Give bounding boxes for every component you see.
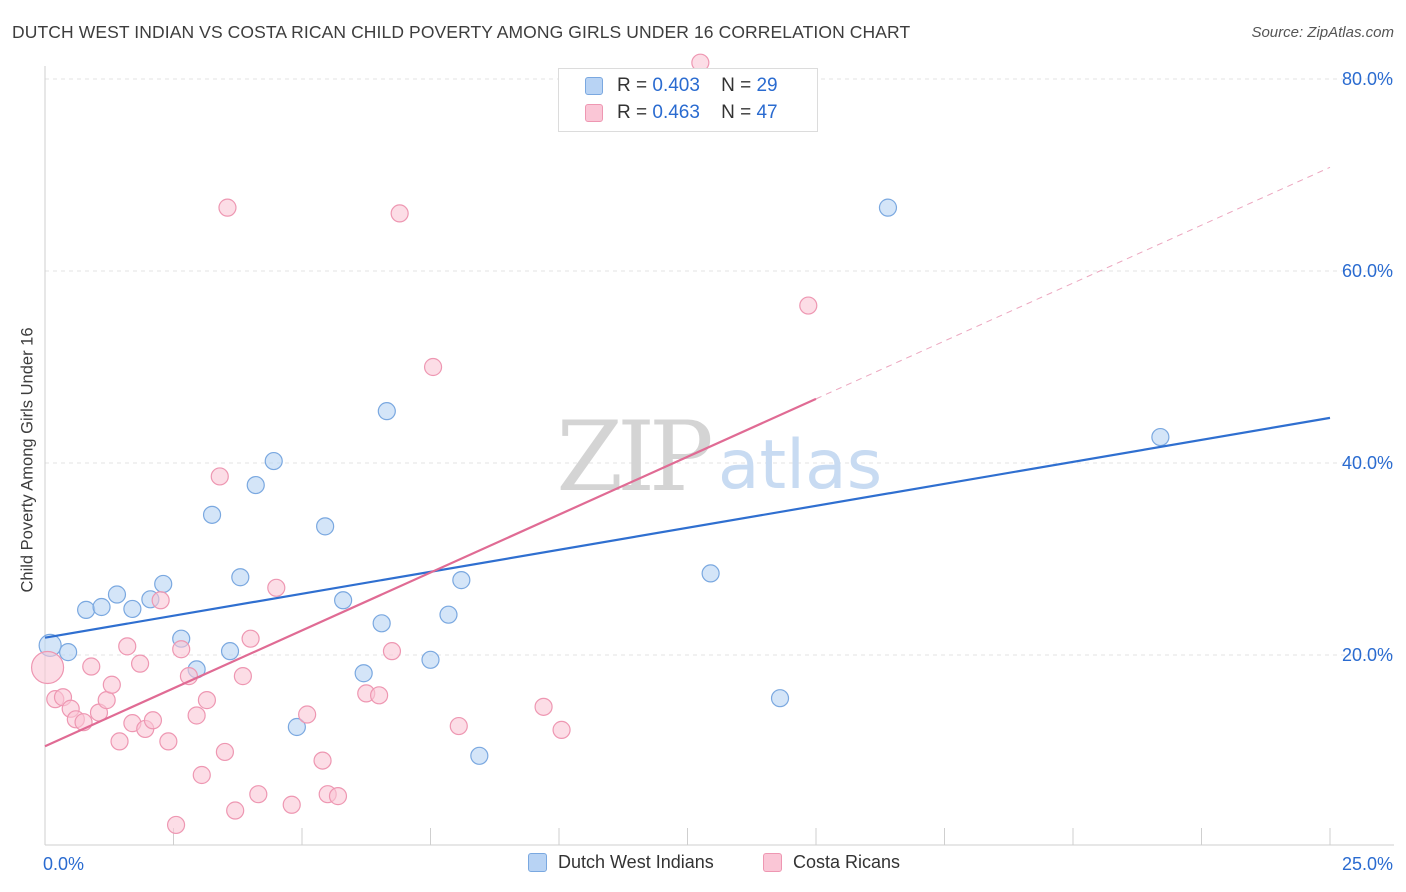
data-point-dutch-west-indians bbox=[354, 664, 373, 683]
data-points bbox=[30, 53, 1170, 835]
legend-stats: R = 0.463 N = 47 bbox=[617, 102, 778, 123]
data-point-dutch-west-indians bbox=[452, 571, 471, 590]
data-point-dutch-west-indians bbox=[107, 585, 127, 604]
tick-labels: 20.0% 40.0% 60.0% 80.0% 0.0% 25.0% bbox=[43, 69, 1393, 874]
legend-item-costa-ricans: Costa Ricans bbox=[763, 852, 900, 873]
legend-swatch-blue bbox=[585, 77, 603, 95]
trendlines bbox=[44, 166, 1331, 748]
source-label: Source: ZipAtlas.com bbox=[1251, 24, 1394, 41]
y-tick-label: 40.0% bbox=[1342, 453, 1393, 473]
watermark: ZIP atlas bbox=[556, 401, 882, 513]
data-point-dutch-west-indians bbox=[439, 605, 458, 624]
legend-n-value: 47 bbox=[756, 102, 778, 123]
data-point-costa-ricans bbox=[423, 357, 443, 377]
data-point-costa-ricans bbox=[390, 204, 409, 223]
data-point-costa-ricans bbox=[215, 742, 234, 762]
data-point-costa-ricans bbox=[298, 705, 317, 724]
data-point-dutch-west-indians bbox=[92, 597, 111, 617]
data-point-dutch-west-indians bbox=[377, 402, 396, 421]
data-point-dutch-west-indians bbox=[246, 475, 265, 495]
data-point-costa-ricans bbox=[197, 691, 217, 710]
legend-swatch-blue bbox=[528, 853, 547, 872]
y-axis-title-wrap: Child Poverty Among Girls Under 16 bbox=[16, 300, 40, 620]
data-point-costa-ricans bbox=[130, 654, 150, 673]
data-point-dutch-west-indians bbox=[59, 643, 78, 662]
data-point-dutch-west-indians bbox=[421, 650, 440, 669]
data-point-costa-ricans bbox=[166, 815, 186, 835]
series-legend: Dutch West Indians Costa Ricans bbox=[0, 852, 1406, 878]
data-point-dutch-west-indians bbox=[154, 574, 173, 594]
data-point-dutch-west-indians bbox=[372, 614, 391, 633]
watermark-zip: ZIP bbox=[556, 401, 711, 513]
data-point-costa-ricans bbox=[328, 787, 348, 806]
data-point-costa-ricans bbox=[151, 591, 170, 610]
chart-title: DUTCH WEST INDIAN VS COSTA RICAN CHILD P… bbox=[12, 22, 911, 42]
y-tick-label: 20.0% bbox=[1342, 645, 1393, 665]
data-point-costa-ricans bbox=[159, 732, 178, 751]
data-point-dutch-west-indians bbox=[287, 717, 306, 737]
data-point-costa-ricans bbox=[218, 198, 237, 217]
data-point-dutch-west-indians bbox=[334, 591, 353, 610]
watermark-atlas: atlas bbox=[718, 426, 882, 505]
data-point-dutch-west-indians bbox=[878, 198, 898, 217]
legend-swatch-pink bbox=[763, 853, 782, 872]
data-point-dutch-west-indians bbox=[701, 564, 720, 583]
data-point-costa-ricans bbox=[30, 650, 65, 685]
x-tick-label: 25.0% bbox=[1342, 854, 1393, 874]
legend-item-dutch-west-indians: Dutch West Indians bbox=[528, 852, 714, 873]
data-point-costa-ricans bbox=[313, 751, 332, 770]
data-point-costa-ricans bbox=[97, 691, 116, 710]
data-point-costa-ricans bbox=[267, 578, 286, 597]
legend-n-value: 29 bbox=[756, 75, 778, 96]
y-axis-title: Child Poverty Among Girls Under 16 bbox=[18, 327, 37, 593]
data-point-costa-ricans bbox=[370, 686, 389, 705]
data-point-costa-ricans bbox=[187, 706, 206, 725]
data-point-costa-ricans bbox=[382, 642, 402, 661]
data-point-costa-ricans bbox=[249, 785, 268, 804]
legend-r-value: 0.403 bbox=[652, 75, 700, 96]
data-point-costa-ricans bbox=[172, 640, 191, 659]
y-tick-label: 60.0% bbox=[1342, 261, 1393, 281]
data-point-costa-ricans bbox=[799, 296, 818, 315]
correlation-legend: R = 0.403 N = 29 R = 0.463 N = 47 bbox=[558, 68, 818, 132]
data-point-costa-ricans bbox=[552, 720, 571, 739]
data-point-dutch-west-indians bbox=[1151, 427, 1170, 447]
data-point-dutch-west-indians bbox=[231, 568, 250, 587]
data-point-costa-ricans bbox=[82, 657, 101, 676]
data-point-costa-ricans bbox=[449, 716, 468, 736]
data-point-dutch-west-indians bbox=[123, 599, 142, 619]
data-point-costa-ricans bbox=[110, 732, 129, 751]
data-point-dutch-west-indians bbox=[77, 600, 96, 619]
data-point-dutch-west-indians bbox=[220, 642, 240, 661]
legend-label: Costa Ricans bbox=[793, 852, 901, 872]
trendline-costa-ricans bbox=[44, 397, 817, 748]
data-point-costa-ricans bbox=[192, 765, 211, 785]
legend-r-value: 0.463 bbox=[652, 102, 700, 123]
axes bbox=[44, 66, 1394, 846]
data-point-costa-ricans bbox=[118, 637, 137, 656]
trendline-costa-ricans-extension bbox=[815, 166, 1331, 400]
legend-swatch-pink bbox=[585, 104, 603, 122]
data-point-costa-ricans bbox=[241, 629, 260, 648]
data-point-costa-ricans bbox=[282, 795, 301, 814]
data-point-costa-ricans bbox=[233, 667, 252, 686]
data-point-dutch-west-indians bbox=[264, 451, 283, 471]
data-point-costa-ricans bbox=[226, 801, 245, 820]
data-point-dutch-west-indians bbox=[770, 689, 790, 708]
data-point-costa-ricans bbox=[143, 711, 163, 730]
data-point-costa-ricans bbox=[534, 697, 553, 716]
legend-label: Dutch West Indians bbox=[558, 852, 714, 872]
y-tick-label: 80.0% bbox=[1342, 69, 1393, 89]
gridlines bbox=[45, 78, 1394, 656]
legend-stats: R = 0.403 N = 29 bbox=[617, 75, 778, 96]
data-point-costa-ricans bbox=[102, 675, 121, 694]
x-tick-label: 0.0% bbox=[43, 854, 84, 874]
data-point-dutch-west-indians bbox=[470, 746, 489, 765]
data-point-costa-ricans bbox=[210, 467, 229, 486]
data-point-dutch-west-indians bbox=[316, 517, 335, 536]
trendline-dutch-west-indians bbox=[44, 416, 1331, 639]
data-point-dutch-west-indians bbox=[202, 505, 222, 524]
